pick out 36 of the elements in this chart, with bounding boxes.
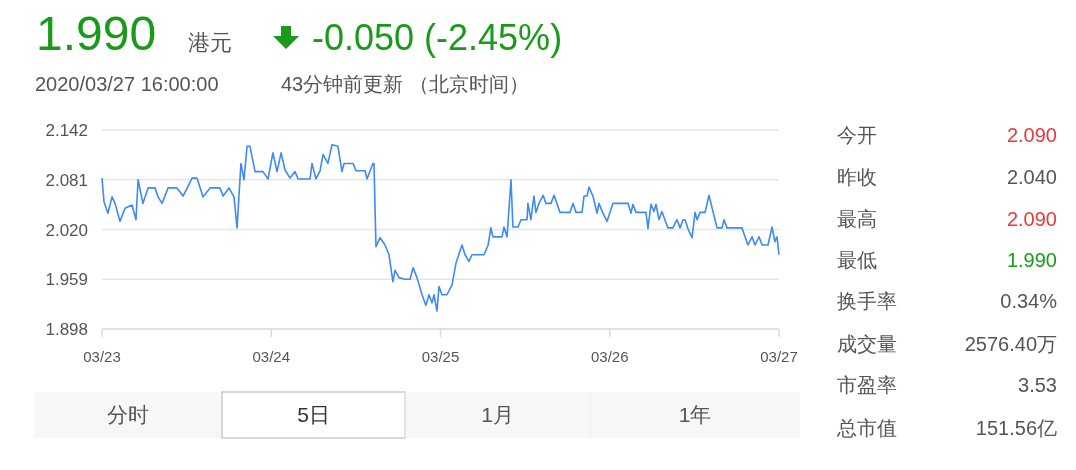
text: 2.040 [1006, 166, 1057, 188]
text: 43分钟前更新 （北京时间） [281, 73, 529, 95]
category-label: 今开 [837, 124, 877, 146]
chart-title: 1.990 [36, 7, 157, 60]
text: 5日 [297, 403, 330, 426]
y-tick-label: 1.898 [45, 320, 88, 339]
category-label: 换手率 [837, 290, 897, 312]
x-tick-label: 03/27 [760, 348, 798, 365]
text: 151.56亿 [975, 417, 1057, 439]
category-label: 总市值 [836, 417, 897, 439]
line-series [101, 143, 780, 312]
category-label: 市盈率 [837, 374, 897, 396]
category-label: 最低 [837, 249, 877, 271]
y-tick-label: 2.081 [45, 170, 88, 190]
text: 2.090 [1006, 208, 1057, 230]
category-label: 昨收 [837, 166, 877, 188]
y-tick-label: 2.020 [45, 220, 88, 240]
text: 0.34% [1000, 290, 1057, 312]
text: 1.990 [1006, 249, 1057, 271]
x-tick-label: 03/23 [83, 348, 121, 365]
category-label: 最高 [837, 208, 877, 230]
y-tick-label: 2.142 [45, 121, 88, 140]
text: 3.53 [1018, 374, 1057, 396]
text: 2576.40万 [964, 333, 1057, 355]
text: 分时 [107, 403, 149, 426]
text: 港元 [188, 30, 232, 55]
text: 2.090 [1006, 124, 1057, 146]
x-tick-label: 03/26 [590, 348, 629, 365]
text: 1月 [481, 403, 514, 426]
category-label: 成交量 [837, 333, 897, 355]
x-tick-label: 03/24 [252, 348, 291, 365]
text: 2020/03/27 16:00:00 [35, 73, 219, 95]
text: -0.050 (-2.45%) [312, 17, 563, 58]
y-tick-label: 1.959 [45, 270, 88, 290]
x-tick-label: 03/25 [421, 348, 460, 365]
text: 1年 [678, 403, 712, 426]
